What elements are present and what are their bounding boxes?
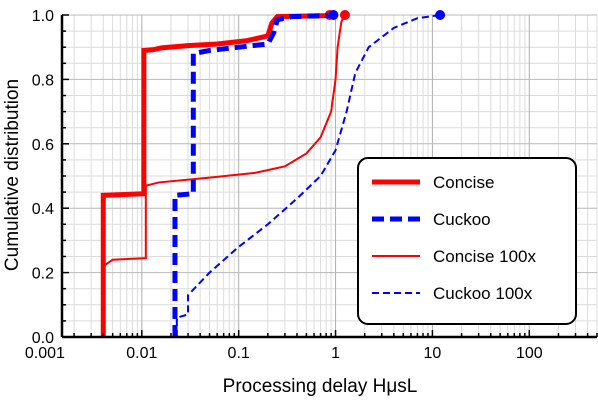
series-line-cuckoo-100x — [175, 14, 441, 337]
x-tick-label: 1 — [331, 345, 340, 362]
legend-label-cuckoo: Cuckoo — [433, 210, 491, 229]
legend-label-cuckoo-100x: Cuckoo 100x — [433, 284, 533, 303]
y-tick-label: 1.0 — [32, 8, 54, 25]
series-end-marker-concise-100x — [339, 10, 350, 20]
y-tick-label: 0.0 — [32, 330, 54, 347]
x-axis-title: Processing delay HμsL — [223, 376, 418, 397]
y-tick-label: 0.6 — [32, 137, 54, 154]
series-line-concise-100x — [102, 14, 346, 337]
series-line-cuckoo — [172, 12, 334, 337]
series-end-marker-cuckoo-100x — [435, 10, 446, 20]
series-layer — [100, 10, 446, 337]
x-tick-label: 10 — [424, 345, 442, 362]
legend-label-concise-100x: Concise 100x — [433, 247, 537, 266]
y-tick-label: 0.4 — [32, 201, 54, 218]
tick-labels: 0.001 0.01 0.1 1 10 100 0.0 0.2 0.4 0.6 0.8 1.0 — [25, 8, 543, 362]
legend-label-concise: Concise — [433, 173, 494, 192]
x-tick-label: 0.1 — [228, 345, 250, 362]
series-end-marker-cuckoo — [328, 10, 339, 20]
legend: Concise Cuckoo Concise 100x Cuckoo 100x — [357, 157, 577, 325]
legend-box — [357, 157, 577, 325]
x-tick-label: 100 — [516, 345, 543, 362]
y-tick-label: 0.8 — [32, 72, 54, 89]
legend-items: Concise Cuckoo Concise 100x Cuckoo 100x — [372, 173, 537, 303]
x-tick-label: 0.001 — [25, 345, 65, 362]
y-tick-label: 0.2 — [32, 266, 54, 283]
x-tick-label: 0.01 — [126, 345, 157, 362]
axes — [60, 14, 598, 339]
y-axis-title: Cumulative distribution — [2, 79, 23, 271]
